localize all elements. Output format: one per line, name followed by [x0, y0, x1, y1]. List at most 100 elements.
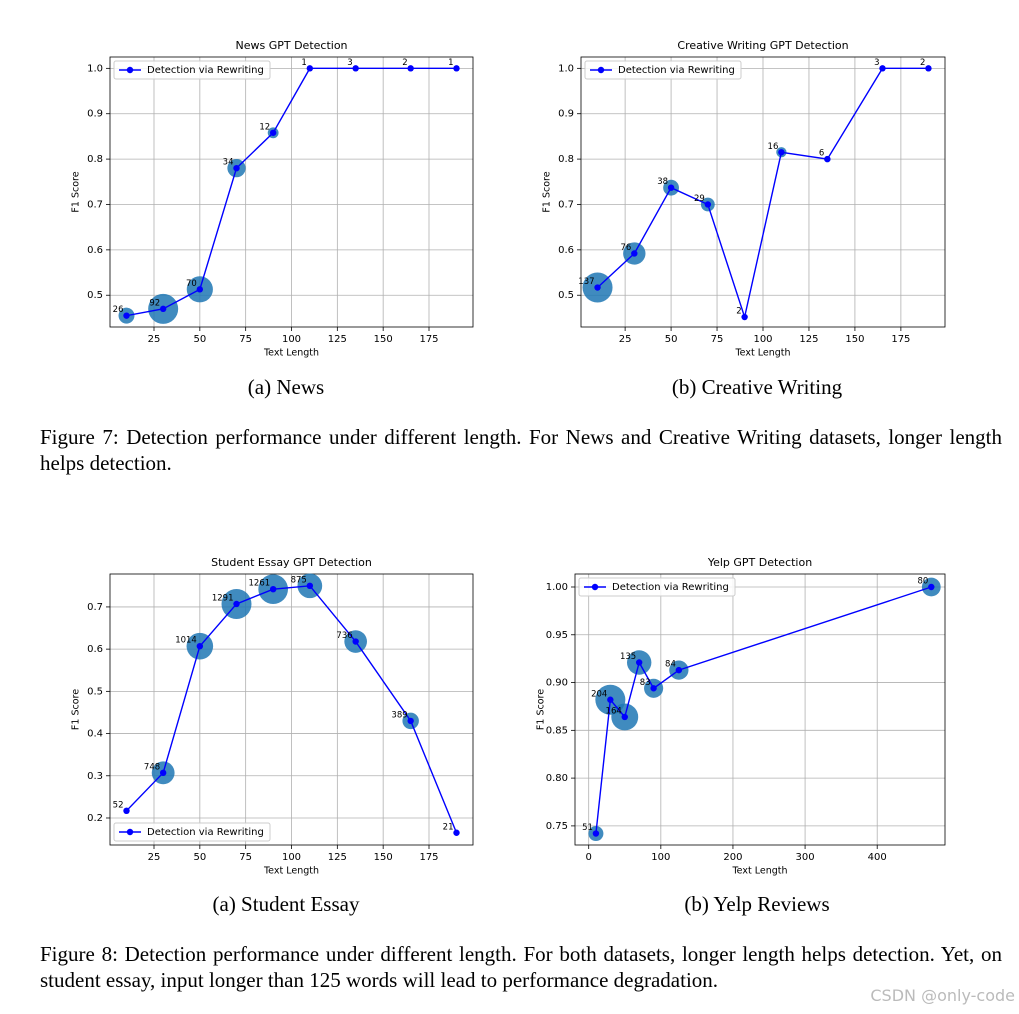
y-tick-label: 0.5 — [558, 290, 574, 301]
size-label: 80 — [917, 576, 928, 586]
size-label: 3 — [874, 58, 879, 68]
axes-frame — [580, 56, 946, 328]
size-label: 1291 — [212, 593, 234, 603]
size-label: 16 — [768, 142, 779, 152]
size-label: 875 — [291, 575, 307, 585]
x-axis-label: Text Length — [263, 348, 319, 359]
axes-frame — [109, 56, 474, 328]
point — [453, 65, 460, 72]
y-tick-label: 0.6 — [87, 245, 103, 256]
watermark: CSDN @only-code — [870, 986, 1015, 1005]
x-tick-label: 125 — [328, 334, 347, 345]
y-tick-label: 0.90 — [546, 678, 568, 689]
subcaption: (a) Student Essay — [212, 892, 360, 916]
size-label: 748 — [144, 762, 160, 772]
legend-box — [113, 822, 271, 842]
size-label: 6 — [819, 149, 824, 159]
size-label: 137 — [578, 277, 594, 287]
size-label: 29 — [694, 194, 705, 204]
point — [233, 600, 240, 608]
x-tick-label: 200 — [723, 852, 742, 863]
point — [407, 65, 414, 72]
subcaption: (b) Yelp Reviews — [684, 892, 830, 916]
x-tick-label: 100 — [651, 852, 670, 863]
size-label: 3 — [347, 58, 352, 68]
x-tick-label: 75 — [239, 334, 252, 345]
y-axis-label: F1 Score — [71, 171, 82, 212]
size-label: 1261 — [249, 579, 271, 589]
legend-label: Detection via Rewriting — [147, 65, 264, 76]
point — [667, 184, 675, 191]
size-label: 204 — [591, 689, 607, 699]
size-label: 2 — [402, 58, 407, 68]
point — [741, 313, 748, 321]
point — [594, 284, 601, 291]
subcaption: (a) News — [247, 375, 325, 399]
y-tick-label: 0.95 — [546, 630, 568, 641]
y-tick-label: 1.0 — [558, 63, 574, 74]
point — [675, 666, 683, 674]
caption: Figure 7: Detection performance under di… — [40, 425, 1002, 475]
size-label: 389 — [391, 710, 407, 720]
y-tick-label: 0.8 — [558, 154, 574, 165]
subcaption: (b) Creative Writing — [671, 375, 843, 399]
chart: 0 100 200 300 400 0.75 0.80 0.85 0.90 0.95 1.00 Yel… — [536, 556, 946, 877]
legend-marker — [597, 66, 605, 74]
point — [306, 582, 314, 590]
chart-title: News GPT Detection — [235, 39, 347, 52]
x-tick-label: 100 — [282, 852, 301, 863]
y-axis-label: F1 Score — [71, 689, 82, 730]
size-label: 1 — [301, 58, 306, 68]
chart: 25 50 75 100 125 150 175 0.2 0.3 0.4 0.5 0.6 0.7 Stud… — [71, 556, 474, 877]
legend-box — [578, 577, 736, 597]
x-tick-label: 125 — [799, 334, 818, 345]
y-tick-label: 0.9 — [87, 109, 103, 120]
caption: Figure 8: Detection performance under di… — [40, 942, 1002, 992]
y-tick-label: 0.3 — [87, 771, 103, 782]
legend-label: Detection via Rewriting — [147, 827, 264, 838]
point — [233, 164, 240, 172]
x-tick-label: 25 — [148, 852, 161, 863]
plot-area — [575, 574, 945, 845]
size-label: 2 — [920, 58, 925, 68]
y-axis-label: F1 Score — [542, 171, 553, 212]
point — [607, 696, 614, 703]
y-tick-label: 0.8 — [87, 154, 103, 165]
y-tick-label: 0.85 — [546, 725, 568, 736]
size-label: 2 — [736, 307, 741, 317]
y-tick-label: 0.75 — [546, 821, 568, 832]
x-tick-label: 75 — [711, 334, 724, 345]
point — [453, 829, 460, 836]
x-tick-label: 150 — [845, 334, 864, 345]
x-tick-label: 50 — [193, 334, 206, 345]
size-label: 1014 — [175, 636, 197, 646]
size-label: 51 — [582, 823, 593, 833]
point — [879, 65, 886, 72]
size-label: 1 — [448, 58, 453, 68]
x-tick-label: 400 — [868, 852, 887, 863]
size-label: 84 — [665, 660, 676, 670]
chart: 25 50 75 100 125 150 175 0.5 0.6 0.7 0.8 0.9 1.0 News… — [71, 39, 474, 359]
size-label: 92 — [149, 298, 160, 308]
chart: 25 50 75 100 125 150 175 0.5 0.6 0.7 0.8 0.9 1.0 Crea… — [542, 39, 946, 359]
x-tick-label: 75 — [239, 852, 252, 863]
y-tick-label: 1.0 — [87, 63, 103, 74]
point — [269, 585, 277, 593]
point — [196, 286, 204, 293]
point — [196, 642, 204, 650]
x-axis-label: Text Length — [734, 348, 790, 359]
legend-marker — [591, 583, 599, 591]
size-label: 76 — [620, 243, 631, 253]
point — [778, 149, 785, 156]
y-tick-label: 0.7 — [558, 199, 574, 210]
y-tick-label: 0.6 — [87, 644, 103, 655]
x-tick-label: 175 — [891, 334, 910, 345]
point — [824, 155, 831, 163]
x-tick-label: 50 — [193, 852, 206, 863]
x-tick-label: 175 — [419, 852, 438, 863]
size-label: 164 — [606, 706, 622, 716]
point — [352, 638, 359, 645]
x-tick-label: 175 — [419, 334, 438, 345]
